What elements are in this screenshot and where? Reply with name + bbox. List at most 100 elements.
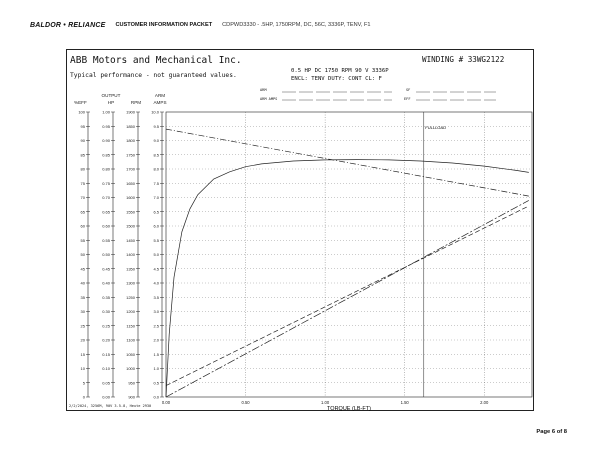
axis-tick-label: 1200 <box>126 309 136 314</box>
axis-tick-label: 75 <box>81 181 86 186</box>
axis-tick-label: 4.0 <box>153 281 159 286</box>
axis-tick-label: 15 <box>81 352 86 357</box>
model-reference: CDPWD3330 - .5HP, 1750RPM, DC, 56C, 3336… <box>222 22 371 28</box>
axis-tick-label: 1750 <box>126 152 136 157</box>
axis-header: %EFF <box>74 100 87 105</box>
axis-tick-label: 70 <box>81 195 86 200</box>
axis-tick-label: 55 <box>81 238 86 243</box>
axis-tick-label: 0.10 <box>102 366 111 371</box>
field-arm-label: ARM <box>260 88 267 92</box>
axis-tick-label: 0.05 <box>102 380 111 385</box>
axis-tick-label: 0.20 <box>102 338 111 343</box>
axis-tick-label: 0.50 <box>102 252 111 257</box>
field-sf-label: SF <box>406 88 411 92</box>
axis-tick-label: 7.5 <box>153 181 159 186</box>
performance-sheet <box>66 49 534 411</box>
axis-tick-label: 0.40 <box>102 281 111 286</box>
full-load-label: FULLLOAD <box>425 125 446 130</box>
packet-title: CUSTOMER INFORMATION PACKET <box>115 22 213 28</box>
axis-tick-label: 0.55 <box>102 238 111 243</box>
axis-tick-label: 0 <box>83 395 86 400</box>
motor-spec-line-2: ENCL: TENV DUTY: CONT CL: F <box>291 76 382 82</box>
axis-tick-label: 0.25 <box>102 323 111 328</box>
x-tick-label: 1.50 <box>401 400 410 405</box>
axis-tick-label: 3.0 <box>153 309 159 314</box>
axis-header: HP <box>108 100 114 105</box>
axis-tick-label: 0.30 <box>102 309 111 314</box>
axis-tick-label: 1500 <box>126 224 136 229</box>
axis-tick-label: 5 <box>83 380 86 385</box>
axis-tick-label: 0.60 <box>102 224 111 229</box>
axis-tick-label: 2.0 <box>153 338 159 343</box>
axis-tick-label: 0.95 <box>102 124 111 129</box>
axis-tick-label: 80 <box>81 167 86 172</box>
axis-tick-label: 1.0 <box>153 366 159 371</box>
axis-header: ARM <box>155 93 165 98</box>
plot-footer: 2/2/2024, 3256M, 90V 3.5.8, Heute 2930 <box>69 404 152 408</box>
axis-tick-label: 0.15 <box>102 352 111 357</box>
axis-tick-label: 0.00 <box>102 395 111 400</box>
axis-tick-label: 900 <box>128 395 135 400</box>
axis-tick-label: 5.5 <box>153 238 159 243</box>
axis-tick-label: 1800 <box>126 138 136 143</box>
axis-tick-label: 9.0 <box>153 138 159 143</box>
axis-tick-label: 10.0 <box>151 110 160 115</box>
x-tick-label: 0.50 <box>241 400 250 405</box>
axis-tick-label: 95 <box>81 124 86 129</box>
axis-tick-label: 1300 <box>126 281 136 286</box>
field-arm-amps-label: ARM AMPS <box>260 97 278 101</box>
axis-tick-label: 65 <box>81 209 86 214</box>
company-name: ABB Motors and Mechanical Inc. <box>70 55 242 66</box>
axis-tick-label: 1050 <box>126 352 136 357</box>
x-tick-label: 0.00 <box>162 400 171 405</box>
axis-tick-label: 6.0 <box>153 224 159 229</box>
packet-header: BALDOR • RELIANCE CUSTOMER INFORMATION P… <box>30 19 371 31</box>
axis-tick-label: 85 <box>81 152 86 157</box>
axis-tick-label: 10 <box>81 366 86 371</box>
axis-tick-label: 6.5 <box>153 209 159 214</box>
x-axis-label: TORQUE (LB-FT) <box>327 406 371 412</box>
chart-axes: %EFF100959085807570656055504540353025201… <box>74 93 489 405</box>
axis-tick-label: 3.5 <box>153 295 159 300</box>
axis-tick-label: 1550 <box>126 209 136 214</box>
series-line-output-hp <box>165 200 529 398</box>
axis-tick-label: 0.70 <box>102 195 111 200</box>
axis-header: RPM <box>131 100 141 105</box>
axis-tick-label: 0.0 <box>153 395 159 400</box>
axis-tick-label: 0.85 <box>102 152 111 157</box>
axis-header: OUTPUT <box>102 93 121 98</box>
axis-tick-label: 8.0 <box>153 167 159 172</box>
series-line--eff <box>165 159 529 398</box>
axis-tick-label: 20 <box>81 338 86 343</box>
axis-tick-label: 1450 <box>126 238 136 243</box>
axis-tick-label: 1250 <box>126 295 136 300</box>
axis-tick-label: 30 <box>81 309 86 314</box>
x-tick-label: 2.00 <box>480 400 489 405</box>
axis-tick-label: 1150 <box>126 323 135 328</box>
axis-tick-label: 0.45 <box>102 266 111 271</box>
axis-tick-label: 35 <box>81 295 86 300</box>
field-eff-label: EFF <box>404 97 411 101</box>
axis-tick-label: 0.80 <box>102 167 111 172</box>
axis-tick-label: 0.75 <box>102 181 111 186</box>
axis-tick-label: 45 <box>81 266 86 271</box>
axis-tick-label: 4.5 <box>153 266 159 271</box>
axis-tick-label: 1600 <box>126 195 136 200</box>
axis-tick-label: 90 <box>81 138 86 143</box>
axis-tick-label: 40 <box>81 281 86 286</box>
axis-tick-label: 2.5 <box>153 323 159 328</box>
chart-series <box>165 128 529 398</box>
axis-tick-label: 1000 <box>126 366 136 371</box>
axis-tick-label: 1.00 <box>102 110 111 115</box>
axis-tick-label: 7.0 <box>153 195 159 200</box>
axis-tick-label: 9.5 <box>153 124 159 129</box>
axis-tick-label: 25 <box>81 323 86 328</box>
axis-tick-label: 0.65 <box>102 209 111 214</box>
chart-grid <box>165 111 533 398</box>
axis-tick-label: 0.5 <box>153 380 159 385</box>
series-line-arm-amps <box>165 205 529 386</box>
axis-tick-label: 950 <box>128 380 135 385</box>
axis-tick-label: 50 <box>81 252 86 257</box>
axis-tick-label: 8.5 <box>153 152 159 157</box>
axis-tick-label: 1400 <box>126 252 136 257</box>
